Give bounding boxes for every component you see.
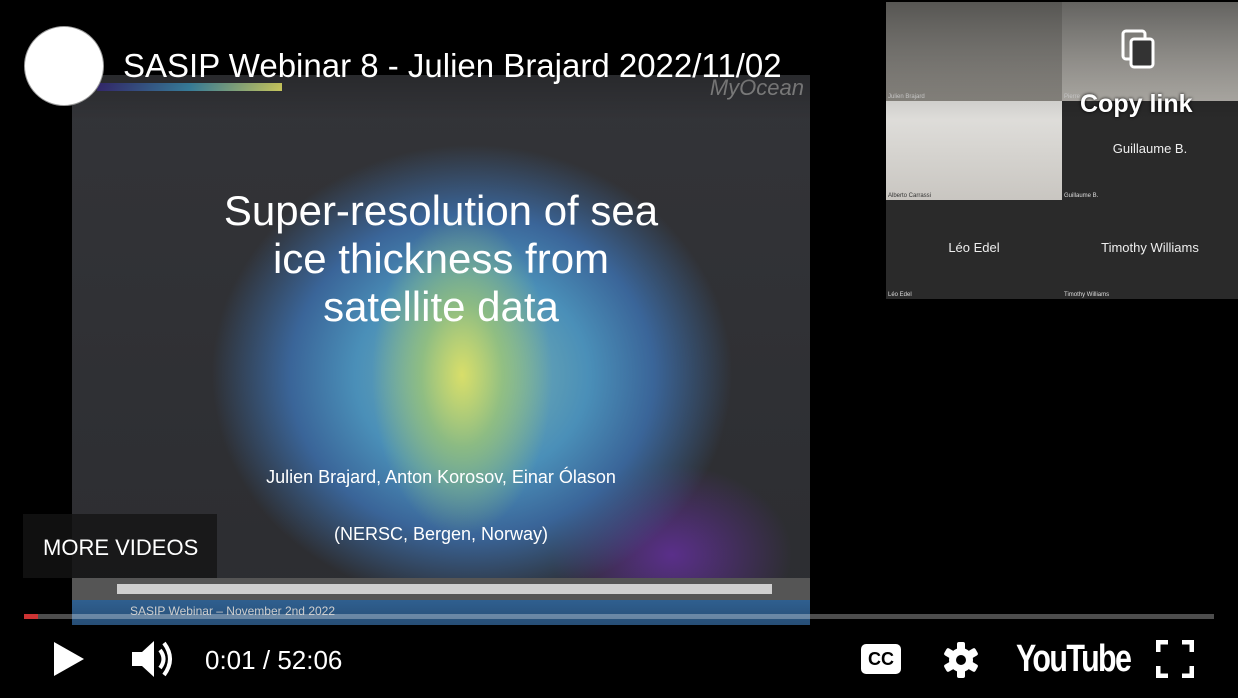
slide-heading: ice thickness from <box>272 235 610 282</box>
slide-heading: Super-resolution of sea <box>223 187 659 234</box>
time-display: 0:01 / 52:06 <box>205 645 342 676</box>
youtube-logo[interactable]: YouTube <box>1016 638 1132 680</box>
fullscreen-button[interactable] <box>1156 640 1194 678</box>
participant-label: Alberto Carrassi <box>888 193 932 199</box>
duration: 52:06 <box>277 645 343 675</box>
slide-authors: Julien Brajard, Anton Korosov, Einar Óla… <box>266 467 616 487</box>
participant-label: Guillaume B. <box>1064 193 1099 199</box>
top-gradient <box>0 0 1238 120</box>
copy-icon[interactable] <box>1120 28 1158 72</box>
copy-link[interactable]: Copy link <box>1080 90 1193 118</box>
participant-label: Timothy Williams <box>1064 292 1110 298</box>
settings-button[interactable] <box>942 641 980 679</box>
inner-progress <box>117 584 772 594</box>
participant-name: Léo Edel <box>948 240 1000 255</box>
slide-affiliation: (NERSC, Bergen, Norway) <box>333 524 549 544</box>
more-videos[interactable]: MORE VIDEOS <box>43 535 199 560</box>
volume-button[interactable] <box>130 638 176 680</box>
play-button[interactable] <box>52 640 86 678</box>
more-videos-panel[interactable]: MORE VIDEOS <box>23 514 217 578</box>
participant-name: Guillaume B. <box>1112 141 1188 156</box>
video-title[interactable]: SASIP Webinar 8 - Julien Brajard 2022/11… <box>123 47 782 84</box>
channel-avatar[interactable] <box>24 26 104 106</box>
participant-label: Léo Edel <box>888 292 912 298</box>
progress-played <box>24 614 38 619</box>
captions-button[interactable]: CC <box>861 644 901 674</box>
slide-heading: satellite data <box>323 283 559 330</box>
time-separator: / <box>262 645 271 675</box>
participant-tile: Léo Edel Léo Edel <box>886 200 1062 299</box>
participant-tile: Timothy Williams Timothy Williams <box>1062 200 1238 299</box>
inner-player-bar <box>72 578 810 600</box>
bottom-gradient <box>0 600 1238 698</box>
participant-name: Timothy Williams <box>1101 240 1199 255</box>
progress-bar[interactable] <box>24 614 1214 619</box>
current-time: 0:01 <box>205 645 256 675</box>
